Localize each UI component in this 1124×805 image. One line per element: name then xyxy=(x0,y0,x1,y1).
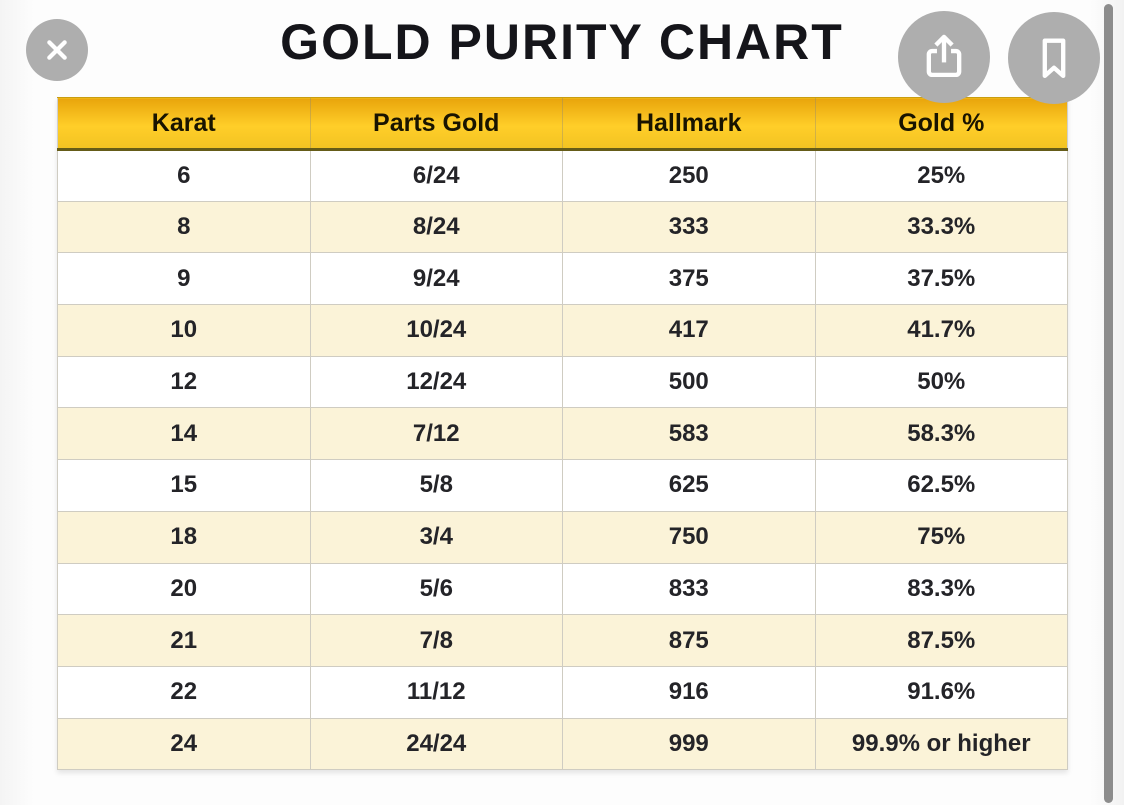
table-row: 8 8/24 333 33.3% xyxy=(57,200,1068,254)
table-header: Karat Parts Gold Hallmark Gold % xyxy=(57,97,1068,151)
column-header: Gold % xyxy=(814,97,1068,151)
table-cell: 20 xyxy=(57,562,311,616)
table-cell: 37.5% xyxy=(814,252,1068,306)
table-row: 6 6/24 250 25% xyxy=(57,149,1068,202)
scrollbar[interactable] xyxy=(1104,4,1113,803)
table-cell: 8/24 xyxy=(309,200,563,254)
table-row: 22 11/12 916 91.6% xyxy=(57,665,1068,719)
table-row: 20 5/6 833 83.3% xyxy=(57,562,1068,616)
table-cell: 3/4 xyxy=(309,510,563,564)
table-cell: 10 xyxy=(57,304,311,357)
table-cell: 18 xyxy=(57,510,311,564)
page-title: GOLD PURITY CHART xyxy=(280,14,844,70)
table-cell: 625 xyxy=(562,459,816,512)
table-cell: 916 xyxy=(562,665,816,719)
bookmark-icon xyxy=(1042,38,1066,79)
table-row: 10 10/24 417 41.7% xyxy=(57,304,1068,357)
table-cell: 87.5% xyxy=(814,614,1068,667)
table-cell: 12 xyxy=(57,355,311,409)
table-cell: 25% xyxy=(814,149,1068,202)
table-cell: 83.3% xyxy=(814,562,1068,616)
table-cell: 33.3% xyxy=(814,200,1068,254)
table-header-row: Karat Parts Gold Hallmark Gold % xyxy=(57,97,1068,151)
table-cell: 15 xyxy=(57,459,311,512)
table-cell: 8 xyxy=(57,200,311,254)
table-cell: 999 xyxy=(562,717,816,771)
table-cell: 7/12 xyxy=(309,407,563,461)
table-cell: 875 xyxy=(562,614,816,667)
table-cell: 62.5% xyxy=(814,459,1068,512)
column-header: Parts Gold xyxy=(309,97,563,151)
table-cell: 833 xyxy=(562,562,816,616)
table-cell: 5/8 xyxy=(309,459,563,512)
bookmark-button[interactable] xyxy=(1008,12,1100,104)
table-cell: 41.7% xyxy=(814,304,1068,357)
table-cell: 10/24 xyxy=(309,304,563,357)
table-cell: 583 xyxy=(562,407,816,461)
table-cell: 22 xyxy=(57,665,311,719)
table-cell: 99.9% or higher xyxy=(814,717,1068,771)
table-cell: 21 xyxy=(57,614,311,667)
table-cell: 333 xyxy=(562,200,816,254)
column-header: Hallmark xyxy=(562,97,815,151)
table-cell: 24/24 xyxy=(309,717,563,771)
table-row: 18 3/4 750 75% xyxy=(57,510,1068,564)
table-cell: 375 xyxy=(562,252,816,306)
table-cell: 11/12 xyxy=(309,665,563,719)
share-icon xyxy=(926,34,962,78)
table-cell: 6/24 xyxy=(309,149,563,202)
table-cell: 417 xyxy=(562,304,816,357)
table-row: 9 9/24 375 37.5% xyxy=(57,252,1068,306)
table-row: 21 7/8 875 87.5% xyxy=(57,614,1068,667)
table-cell: 6 xyxy=(57,149,311,202)
table-row: 15 5/8 625 62.5% xyxy=(57,459,1068,512)
table-cell: 9 xyxy=(57,252,311,306)
table-cell: 75% xyxy=(814,510,1068,564)
table-cell: 91.6% xyxy=(814,665,1068,719)
close-button[interactable] xyxy=(26,19,88,81)
table-cell: 750 xyxy=(562,510,816,564)
table-row: 24 24/24 999 99.9% or higher xyxy=(57,717,1068,771)
table-cell: 5/6 xyxy=(309,562,563,616)
table-cell: 58.3% xyxy=(814,407,1068,461)
table-cell: 500 xyxy=(562,355,816,409)
close-icon xyxy=(47,40,67,60)
table-row: 12 12/24 500 50% xyxy=(57,355,1068,409)
table-cell: 9/24 xyxy=(309,252,563,306)
table-cell: 24 xyxy=(57,717,311,771)
share-button[interactable] xyxy=(898,11,990,103)
gold-purity-table: Karat Parts Gold Hallmark Gold % 6 6/24 250 25… xyxy=(57,97,1068,771)
table-body: 6 6/24 250 25% 8 8/24 333 33.3% 9 9/24 375 37.5% 10 1… xyxy=(57,149,1068,771)
table-cell: 50% xyxy=(814,355,1068,409)
column-header: Karat xyxy=(57,97,310,151)
table-cell: 14 xyxy=(57,407,311,461)
table-cell: 7/8 xyxy=(309,614,563,667)
table-row: 14 7/12 583 58.3% xyxy=(57,407,1068,461)
table-cell: 250 xyxy=(562,149,816,202)
table-cell: 12/24 xyxy=(309,355,563,409)
